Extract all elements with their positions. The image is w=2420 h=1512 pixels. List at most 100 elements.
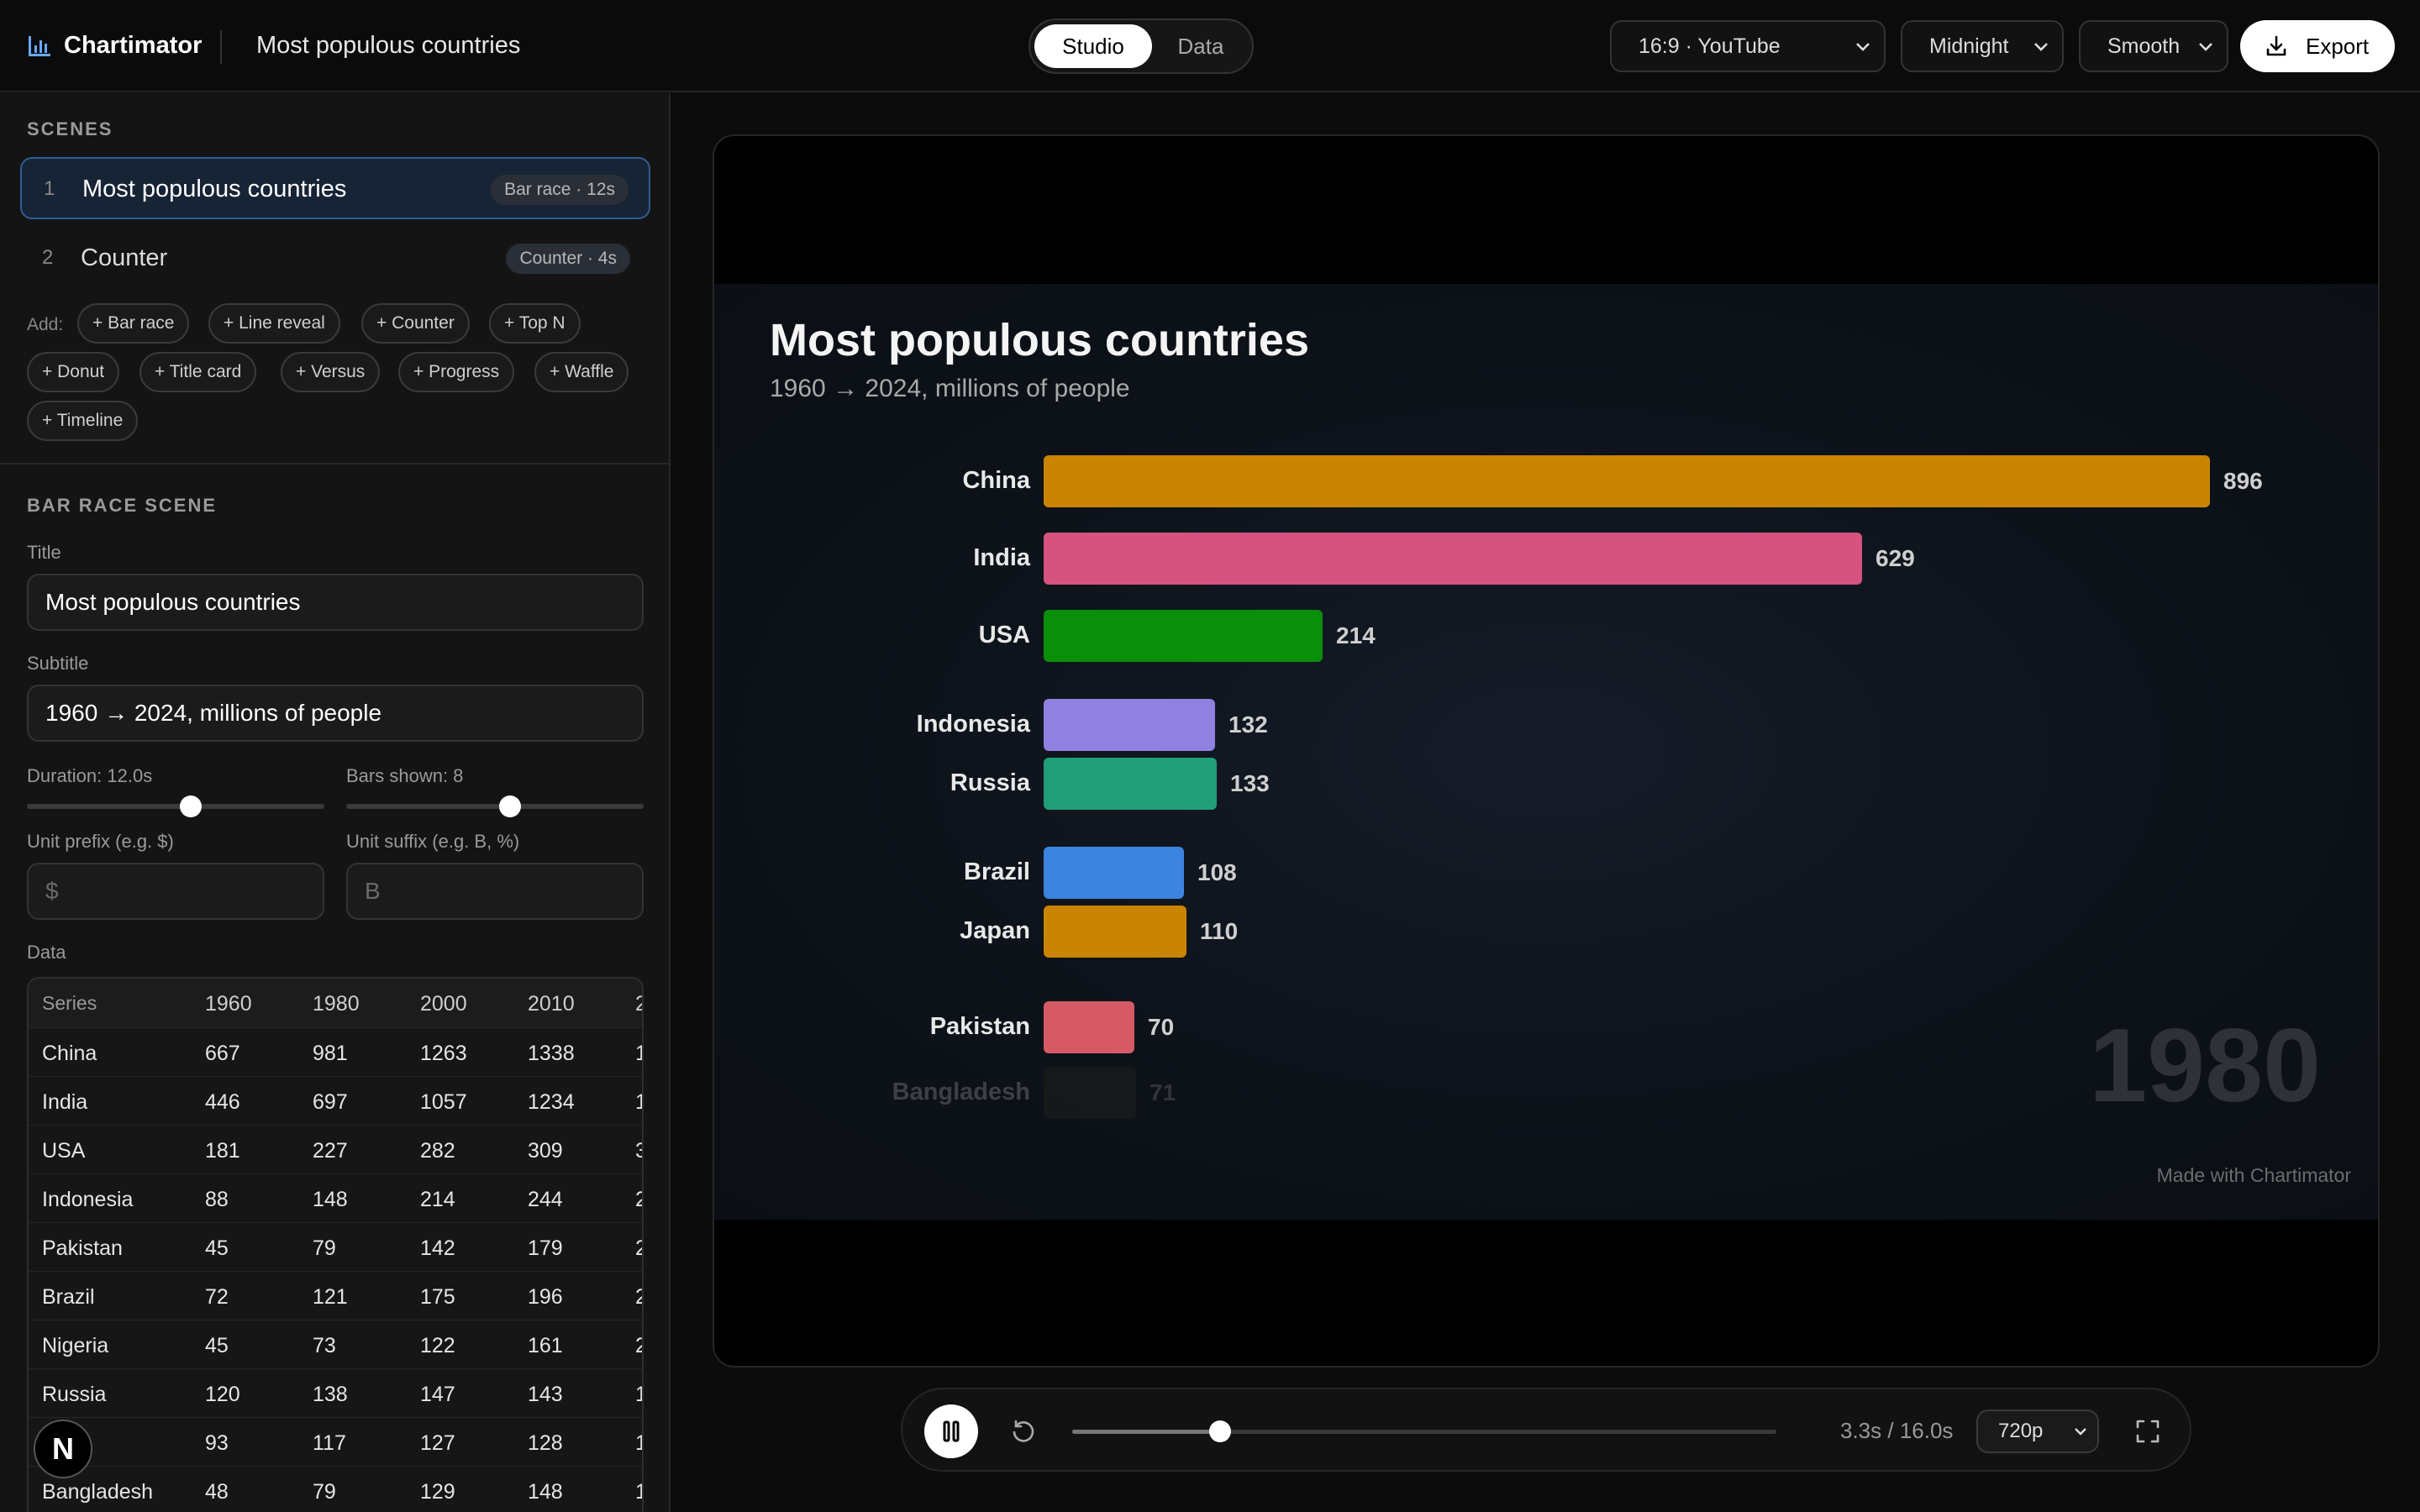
bar bbox=[1044, 1001, 1134, 1053]
duration-slider[interactable] bbox=[27, 795, 324, 817]
table-cell[interactable]: 127 bbox=[420, 1431, 455, 1455]
table-cell[interactable]: 667 bbox=[205, 1042, 240, 1065]
table-cell[interactable]: 981 bbox=[313, 1042, 348, 1065]
table-cell[interactable]: 1 bbox=[635, 1480, 642, 1504]
resolution-select[interactable]: 720p bbox=[1976, 1410, 2099, 1453]
table-cell[interactable]: 120 bbox=[205, 1383, 240, 1406]
avatar[interactable]: N bbox=[34, 1420, 92, 1478]
table-cell[interactable]: 2 bbox=[635, 1334, 642, 1358]
table-cell[interactable]: 148 bbox=[313, 1188, 348, 1211]
table-row: Indonesia 88 148 214 244 2 bbox=[29, 1173, 642, 1222]
table-cell[interactable]: 244 bbox=[528, 1188, 563, 1211]
theme-select[interactable]: Midnight bbox=[1901, 20, 2064, 72]
table-header-cell: Series bbox=[42, 992, 97, 1014]
replay-icon[interactable] bbox=[1010, 1418, 1037, 1445]
table-cell[interactable]: 1 bbox=[635, 1042, 642, 1066]
add-counter-chip[interactable]: + Counter bbox=[361, 303, 470, 344]
table-cell[interactable]: 1 bbox=[635, 1431, 642, 1456]
table-cell[interactable]: Nigeria bbox=[42, 1334, 109, 1357]
add-versus-chip[interactable]: + Versus bbox=[281, 352, 381, 392]
table-cell[interactable]: 143 bbox=[528, 1383, 563, 1406]
table-cell[interactable]: 2 bbox=[635, 1285, 642, 1310]
table-header-row: Series 1960 1980 2000 2010 2 bbox=[29, 979, 642, 1027]
table-cell[interactable]: 129 bbox=[420, 1480, 455, 1504]
add-timeline-chip[interactable]: + Timeline bbox=[27, 401, 139, 441]
easing-select[interactable]: Smooth bbox=[2079, 20, 2228, 72]
table-cell[interactable]: 73 bbox=[313, 1334, 336, 1357]
table-cell[interactable]: 93 bbox=[205, 1431, 229, 1455]
table-cell[interactable]: Indonesia bbox=[42, 1188, 134, 1211]
table-cell[interactable]: 128 bbox=[528, 1431, 563, 1455]
table-cell[interactable]: 1 bbox=[635, 1090, 642, 1115]
table-cell[interactable]: 79 bbox=[313, 1236, 336, 1260]
table-cell[interactable]: 2 bbox=[635, 1188, 642, 1212]
table-cell[interactable]: 117 bbox=[313, 1431, 346, 1455]
table-cell[interactable]: 138 bbox=[313, 1383, 348, 1406]
table-cell[interactable]: Brazil bbox=[42, 1285, 95, 1309]
timeline-scrubber[interactable] bbox=[1072, 1420, 1776, 1442]
table-cell[interactable]: 48 bbox=[205, 1480, 229, 1504]
table-cell[interactable]: 122 bbox=[420, 1334, 455, 1357]
table-cell[interactable]: 179 bbox=[528, 1236, 563, 1260]
table-cell[interactable]: 227 bbox=[313, 1139, 348, 1163]
table-cell[interactable]: 697 bbox=[313, 1090, 348, 1114]
timeline-handle[interactable] bbox=[1208, 1420, 1231, 1442]
table-cell[interactable]: 1263 bbox=[420, 1042, 467, 1065]
table-cell[interactable]: 88 bbox=[205, 1188, 229, 1211]
table-cell[interactable]: 214 bbox=[420, 1188, 455, 1211]
table-cell[interactable]: 45 bbox=[205, 1334, 229, 1357]
add-line-reveal-chip[interactable]: + Line reveal bbox=[208, 303, 340, 344]
table-cell[interactable]: 196 bbox=[528, 1285, 563, 1309]
project-title[interactable]: Most populous countries bbox=[256, 32, 521, 59]
table-cell[interactable]: 175 bbox=[420, 1285, 455, 1309]
play-pause-button[interactable] bbox=[924, 1404, 978, 1458]
bars-shown-slider[interactable] bbox=[346, 795, 644, 817]
table-cell[interactable]: 1338 bbox=[528, 1042, 575, 1065]
table-cell[interactable]: Pakistan bbox=[42, 1236, 123, 1260]
table-cell[interactable]: 45 bbox=[205, 1236, 229, 1260]
table-cell[interactable]: 181 bbox=[205, 1139, 240, 1163]
table-cell[interactable]: 446 bbox=[205, 1090, 240, 1114]
table-cell[interactable]: India bbox=[42, 1090, 88, 1114]
add-bar-race-chip[interactable]: + Bar race bbox=[77, 303, 190, 344]
table-cell[interactable]: 148 bbox=[528, 1480, 563, 1504]
table-cell[interactable]: 309 bbox=[528, 1139, 563, 1163]
table-cell[interactable]: 121 bbox=[313, 1285, 348, 1309]
fullscreen-icon[interactable] bbox=[2133, 1416, 2163, 1446]
table-cell[interactable]: China bbox=[42, 1042, 97, 1065]
table-cell[interactable]: 1234 bbox=[528, 1090, 575, 1114]
studio-tab[interactable]: Studio bbox=[1034, 24, 1152, 68]
unit-suffix-input[interactable] bbox=[346, 863, 644, 920]
table-cell[interactable]: 79 bbox=[313, 1480, 336, 1504]
subtitle-input[interactable] bbox=[27, 685, 644, 742]
title-input[interactable] bbox=[27, 574, 644, 631]
table-cell[interactable]: 1057 bbox=[420, 1090, 467, 1114]
table-cell[interactable]: USA bbox=[42, 1139, 86, 1163]
scene-item-1[interactable]: 1 Most populous countries Bar race · 12s bbox=[20, 157, 650, 219]
aspect-select[interactable]: 16:9 · YouTube bbox=[1610, 20, 1886, 72]
duration-slider-handle[interactable] bbox=[179, 795, 202, 817]
scene-item-2[interactable]: 2 Counter Counter · 4s bbox=[20, 228, 650, 290]
data-tab[interactable]: Data bbox=[1177, 34, 1224, 59]
add-progress-chip[interactable]: + Progress bbox=[398, 352, 515, 392]
add-title-card-chip[interactable]: + Title card bbox=[139, 352, 257, 392]
table-cell[interactable]: 2 bbox=[635, 1236, 642, 1261]
table-cell[interactable]: Russia bbox=[42, 1383, 107, 1406]
bars-shown-slider-handle[interactable] bbox=[498, 795, 521, 817]
export-button[interactable]: Export bbox=[2240, 20, 2395, 72]
unit-prefix-input[interactable] bbox=[27, 863, 324, 920]
table-cell[interactable]: 1 bbox=[635, 1383, 642, 1407]
add-waffle-chip[interactable]: + Waffle bbox=[534, 352, 629, 392]
bar bbox=[1044, 455, 2210, 507]
add-donut-chip[interactable]: + Donut bbox=[27, 352, 120, 392]
table-cell[interactable]: 161 bbox=[528, 1334, 563, 1357]
bar bbox=[1044, 906, 1186, 958]
bar bbox=[1044, 847, 1184, 899]
table-cell[interactable]: 282 bbox=[420, 1139, 455, 1163]
table-cell[interactable]: 142 bbox=[420, 1236, 455, 1260]
add-top-n-chip[interactable]: + Top N bbox=[489, 303, 581, 344]
table-cell[interactable]: Bangladesh bbox=[42, 1480, 154, 1504]
table-cell[interactable]: 72 bbox=[205, 1285, 229, 1309]
table-cell[interactable]: 147 bbox=[420, 1383, 455, 1406]
table-cell[interactable]: 3 bbox=[635, 1139, 642, 1163]
